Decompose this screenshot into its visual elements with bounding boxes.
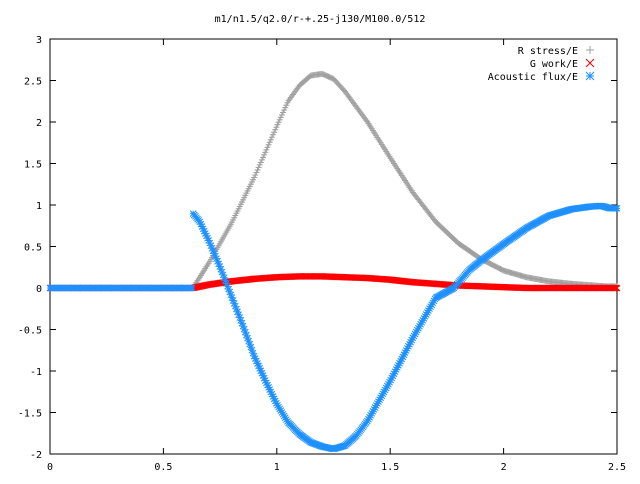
data-point	[189, 285, 195, 291]
y-tick-label: -1.5	[18, 409, 42, 420]
data-point	[614, 205, 620, 211]
legend-marker	[586, 72, 594, 80]
x-tick-label: 0	[47, 462, 53, 473]
x-tick-label: 0.5	[154, 462, 172, 473]
plot-frame	[50, 39, 617, 454]
x-tick-label: 1	[274, 462, 280, 473]
y-tick-label: -0.5	[18, 326, 42, 337]
chart-title: m1/n1.5/q2.0/r-+.25-j130/M100.0/512	[215, 14, 426, 25]
legend-marker	[586, 46, 594, 54]
y-tick-label: -2	[30, 450, 42, 461]
y-tick-label: 0	[36, 284, 42, 295]
series-0	[47, 71, 620, 291]
axes: 0 0.5 1 1.5 2 2.5 3 2.5 2 1.5 1 0.5 0 -0.5 -1 -1.5 -2	[18, 35, 626, 473]
x-tick-label: 1.5	[381, 462, 399, 473]
y-tick-label: 1	[36, 201, 42, 212]
y-tick-label: -1	[30, 367, 42, 378]
y-tick-label: 1.5	[24, 160, 42, 171]
legend: R stress/E G work/E Acoustic flux/E	[488, 46, 594, 83]
legend-label: R stress/E	[518, 46, 578, 57]
x-tick-label: 2.5	[608, 462, 626, 473]
legend-label: G work/E	[530, 59, 578, 70]
y-tick-label: 3	[36, 35, 42, 46]
series-2	[47, 203, 620, 452]
legend-label: Acoustic flux/E	[488, 72, 578, 83]
x-tick-label: 2	[501, 462, 507, 473]
y-tick-label: 2.5	[24, 77, 42, 88]
data-layer	[47, 71, 620, 452]
legend-marker	[586, 59, 594, 67]
y-tick-label: 2	[36, 118, 42, 129]
y-tick-label: 0.5	[24, 243, 42, 254]
